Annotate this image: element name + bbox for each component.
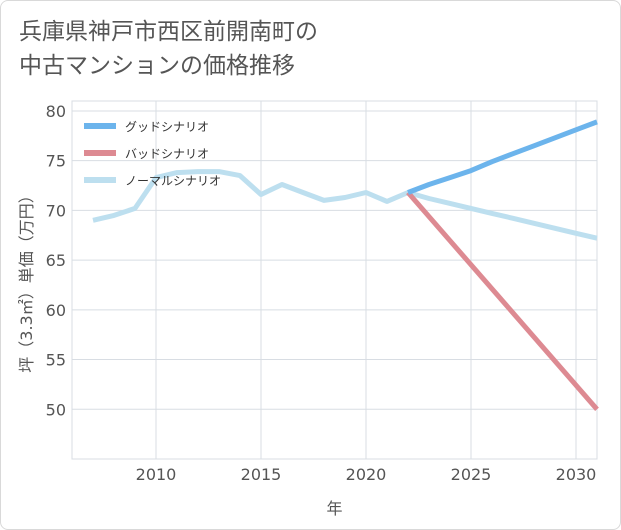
y-tick-label: 80: [46, 102, 66, 121]
y-tick-label: 75: [46, 152, 66, 171]
legend-label-1: バッドシナリオ: [125, 147, 209, 161]
x-tick-label: 2030: [556, 465, 597, 484]
y-tick-label: 60: [46, 301, 66, 320]
legend-label-0: グッドシナリオ: [125, 120, 209, 134]
y-ticks: 50 55 60 65 70 75 80: [46, 102, 66, 419]
chart-title-line-2: 中古マンションの価格推移: [19, 53, 295, 79]
chart-title: 兵庫県神戸市西区前開南町の 中古マンションの価格推移: [19, 15, 318, 83]
series-line-2: [92, 169, 598, 241]
series-lines: [92, 119, 599, 411]
x-tick-label: 2025: [451, 465, 492, 484]
y-tick-label: 65: [46, 251, 66, 270]
y-tick-label: 55: [46, 351, 66, 370]
series-line-1: [406, 190, 599, 411]
x-ticks: 2010 2015 2020 2025 2030: [136, 465, 597, 484]
plot-area-border: [71, 100, 598, 460]
y-tick-label: 70: [46, 201, 66, 220]
y-axis-title: 坪（3.3㎡）単価（万円）: [17, 187, 36, 372]
legend-label-2: ノーマルシナリオ: [125, 174, 221, 188]
x-tick-label: 2020: [346, 465, 387, 484]
y-tick-label: 50: [46, 400, 66, 419]
x-tick-label: 2015: [241, 465, 282, 484]
grid: [71, 100, 598, 460]
chart-title-line-1: 兵庫県神戸市西区前開南町の: [19, 19, 318, 45]
series-line-0: [407, 119, 598, 195]
x-axis-title: 年: [326, 499, 342, 518]
x-tick-label: 2010: [136, 465, 177, 484]
